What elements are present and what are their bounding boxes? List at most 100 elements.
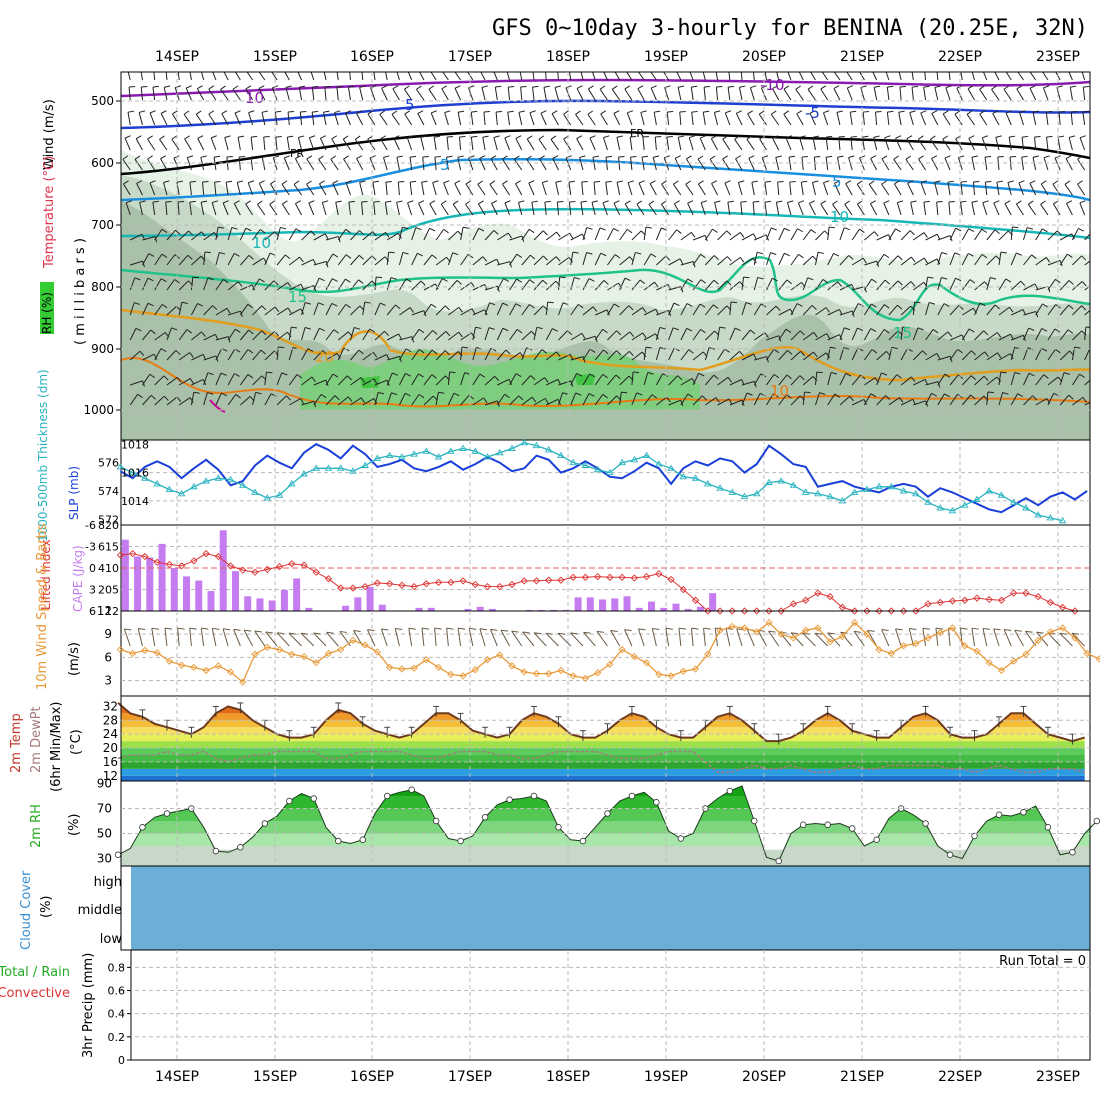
cape-tick: 615 bbox=[98, 541, 119, 554]
wind-barb-flag bbox=[923, 257, 928, 264]
ylabel-rh: RH (%) bbox=[40, 292, 54, 334]
wind-barb bbox=[631, 307, 643, 316]
wind-barb-flag bbox=[858, 303, 864, 307]
wind-barb bbox=[1035, 328, 1043, 341]
wind-barb-flag bbox=[281, 372, 288, 376]
wind-barb bbox=[264, 231, 276, 241]
wind-barb-flag bbox=[503, 278, 510, 282]
wind-barb-flag bbox=[887, 110, 894, 113]
wind-barb bbox=[283, 157, 290, 171]
wind-barb-flag bbox=[405, 278, 412, 283]
wind-barb bbox=[191, 255, 202, 266]
wind10-point bbox=[202, 666, 210, 675]
wind-barb bbox=[856, 183, 865, 196]
wind-barb-flag bbox=[1095, 282, 1099, 287]
wind-barb bbox=[960, 72, 963, 81]
wind-barb-flag bbox=[270, 180, 276, 185]
wind-barb-flag bbox=[496, 110, 503, 113]
wind10-point bbox=[753, 628, 761, 636]
wind-barb bbox=[629, 137, 633, 151]
wind-barb-flag bbox=[552, 155, 559, 159]
bottom-x-label: 19SEP bbox=[644, 1069, 688, 1085]
wind-barb-flag bbox=[960, 200, 967, 203]
wind-barb-flag bbox=[318, 155, 324, 160]
wind-barb bbox=[1021, 137, 1024, 151]
wind-barb bbox=[140, 72, 143, 81]
rh-point bbox=[1093, 817, 1100, 825]
wind-barb-flag bbox=[581, 180, 588, 183]
wind-barb bbox=[627, 182, 633, 196]
wind-barb bbox=[223, 72, 229, 81]
wind-barb bbox=[812, 182, 816, 196]
wind-barb-flag bbox=[895, 135, 902, 139]
wind-barb-flag bbox=[397, 232, 402, 239]
ylabel-cloud-unit: (%) bbox=[39, 896, 54, 919]
wind-barb bbox=[533, 327, 538, 341]
wind-barb-flag bbox=[261, 330, 267, 336]
wind-barb bbox=[213, 157, 217, 171]
wind-barb-flag bbox=[603, 135, 610, 139]
wind-barb bbox=[1056, 87, 1061, 101]
wind-barb-flag bbox=[700, 253, 706, 259]
thickness-point bbox=[801, 488, 810, 495]
wind-barb-flag bbox=[850, 135, 857, 138]
wind10-barb-flag bbox=[922, 627, 930, 630]
ylabel-wind: Wind (m/s) bbox=[42, 99, 57, 170]
wind-barb-flag bbox=[766, 356, 769, 363]
wind-barb-flag bbox=[208, 110, 215, 115]
cape-bar bbox=[525, 609, 533, 611]
wind-barb bbox=[1027, 204, 1037, 216]
wind-barb-flag bbox=[269, 200, 275, 205]
wind-barb bbox=[766, 393, 774, 406]
wind10-point bbox=[642, 659, 651, 667]
wind-barb bbox=[876, 350, 887, 361]
li-point bbox=[1058, 603, 1067, 612]
wind-barb-flag bbox=[875, 111, 882, 113]
thickness-point bbox=[679, 472, 688, 480]
wind-barb bbox=[178, 280, 189, 291]
wind-barb bbox=[130, 233, 143, 241]
wind-barb bbox=[252, 229, 261, 241]
wind-barb bbox=[680, 328, 688, 341]
wind-barb bbox=[868, 184, 878, 196]
wind-barb-flag bbox=[233, 253, 240, 257]
wind-barb bbox=[434, 157, 437, 171]
wind-barb-flag bbox=[161, 303, 168, 309]
wind-barb-flag bbox=[589, 373, 596, 378]
wind-barb-flag bbox=[826, 155, 833, 158]
wind-barb-flag bbox=[807, 277, 814, 281]
wind-barb bbox=[289, 256, 300, 266]
wind-barb-flag bbox=[817, 251, 824, 254]
rh-line bbox=[117, 785, 1100, 862]
wind-barb-flag bbox=[1032, 395, 1038, 401]
wind-barb bbox=[313, 379, 327, 386]
wind-barb-flag bbox=[709, 155, 716, 160]
li-point bbox=[508, 580, 516, 589]
wind-barb-flag bbox=[661, 180, 667, 185]
wind-barb bbox=[484, 302, 490, 316]
wind-barb-flag bbox=[847, 85, 854, 89]
wind-barb bbox=[311, 112, 315, 126]
wind-barb-flag bbox=[345, 180, 352, 184]
wind-barb bbox=[264, 331, 275, 341]
wind-barb bbox=[974, 351, 985, 361]
wind-barb-flag bbox=[306, 155, 313, 160]
rh-point bbox=[481, 814, 489, 821]
wind-barb bbox=[972, 182, 976, 196]
wind-barb bbox=[986, 255, 997, 266]
wind10-barb bbox=[479, 628, 486, 647]
wind-barb bbox=[496, 328, 504, 341]
li-point bbox=[532, 577, 541, 585]
wind-barb bbox=[778, 253, 785, 266]
wind-barb bbox=[641, 157, 645, 171]
wind-barb-flag bbox=[149, 180, 156, 184]
wind-barb bbox=[337, 348, 345, 361]
rh-point bbox=[506, 796, 513, 803]
wind-barb-flag bbox=[884, 135, 891, 139]
wind-barb-flag bbox=[441, 66, 446, 69]
wind-barb-flag bbox=[650, 85, 657, 89]
wind-barb-flag bbox=[184, 135, 190, 140]
li-point bbox=[618, 573, 626, 581]
wind-barb bbox=[722, 138, 731, 151]
wind-barb bbox=[350, 279, 359, 291]
